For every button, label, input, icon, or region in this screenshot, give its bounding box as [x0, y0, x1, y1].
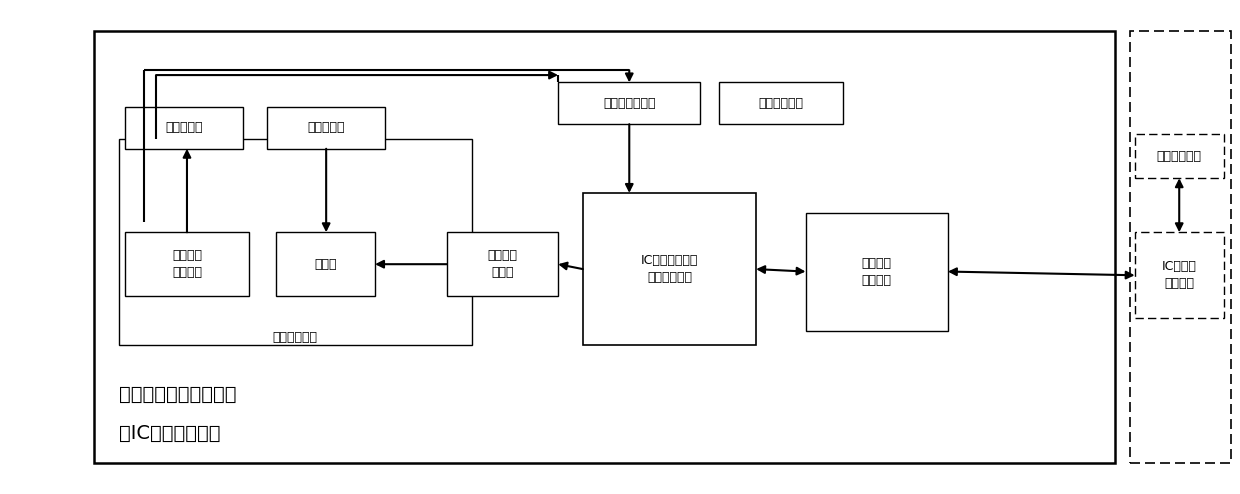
Bar	[1135, 232, 1224, 318]
Text: 液晶显示电路: 液晶显示电路	[759, 97, 804, 110]
Text: 机电阀控
制电路: 机电阀控 制电路	[487, 249, 517, 279]
Text: 机械计量装置: 机械计量装置	[272, 331, 317, 344]
Bar	[558, 82, 701, 124]
Bar	[806, 212, 947, 330]
Bar	[125, 107, 243, 149]
Bar	[125, 232, 249, 296]
Text: IC卡信息
交换模块: IC卡信息 交换模块	[1162, 260, 1197, 290]
Text: 售气管理系统: 售气管理系统	[1157, 150, 1202, 163]
Text: 信号预处理电路: 信号预处理电路	[603, 97, 656, 110]
Text: 机电阀: 机电阀	[314, 258, 337, 271]
Text: 燃气输出口: 燃气输出口	[165, 122, 202, 134]
Bar	[719, 82, 843, 124]
Text: 信息安全
管理模块: 信息安全 管理模块	[862, 256, 892, 287]
Bar	[277, 232, 374, 296]
Bar	[583, 193, 756, 345]
Bar	[1130, 31, 1231, 463]
Bar	[446, 232, 558, 296]
Text: 燃气输入口: 燃气输入口	[308, 122, 345, 134]
Bar	[268, 107, 384, 149]
Text: 嵌有信息安全管理模块: 嵌有信息安全管理模块	[119, 385, 237, 404]
Text: IC卡智能燃气表
终端主控制器: IC卡智能燃气表 终端主控制器	[641, 254, 698, 284]
Text: 的IC卡智能燃气表: 的IC卡智能燃气表	[119, 424, 221, 443]
Text: 机电信号
转换装置: 机电信号 转换装置	[172, 249, 202, 279]
Bar	[119, 139, 471, 345]
Bar	[94, 31, 1115, 463]
Bar	[1135, 134, 1224, 178]
